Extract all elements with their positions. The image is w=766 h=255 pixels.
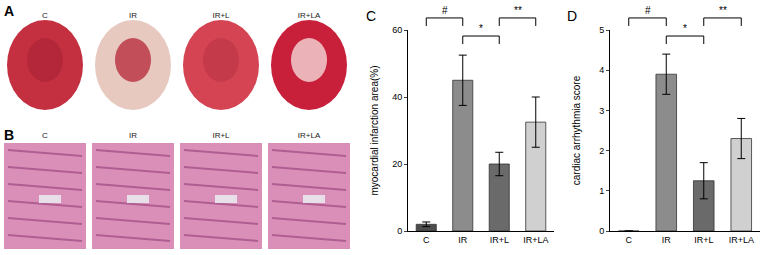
svg-text:IR: IR <box>129 11 137 20</box>
svg-text:*: * <box>683 23 687 34</box>
svg-text:IR+L: IR+L <box>212 11 230 20</box>
svg-text:*: * <box>479 23 483 34</box>
svg-text:IR: IR <box>662 235 672 245</box>
svg-text:3: 3 <box>599 106 604 116</box>
svg-text:B: B <box>4 127 14 143</box>
svg-text:2: 2 <box>599 146 604 156</box>
svg-text:IR+LA: IR+LA <box>729 235 754 245</box>
svg-text:IR+LA: IR+LA <box>298 131 321 140</box>
svg-text:C: C <box>42 131 48 140</box>
svg-text:cardiac arrhythmia score: cardiac arrhythmia score <box>571 75 582 185</box>
svg-text:C: C <box>423 235 430 245</box>
svg-text:**: ** <box>719 5 727 16</box>
svg-text:IR+L: IR+L <box>212 131 230 140</box>
svg-text:4: 4 <box>599 65 604 75</box>
svg-text:40: 40 <box>392 92 402 102</box>
svg-text:#: # <box>645 5 651 16</box>
svg-text:IR+LA: IR+LA <box>523 235 548 245</box>
svg-text:myocardial infarction area(%): myocardial infarction area(%) <box>369 65 380 195</box>
svg-text:A: A <box>4 3 14 19</box>
svg-text:IR: IR <box>129 131 137 140</box>
svg-text:C: C <box>42 11 48 20</box>
svg-text:0: 0 <box>397 226 402 236</box>
svg-text:**: ** <box>514 5 522 16</box>
svg-text:D: D <box>567 8 577 24</box>
svg-text:20: 20 <box>392 159 402 169</box>
svg-text:5: 5 <box>599 25 604 35</box>
svg-text:IR: IR <box>458 235 468 245</box>
svg-text:60: 60 <box>392 25 402 35</box>
svg-text:C: C <box>366 8 376 24</box>
svg-text:IR+LA: IR+LA <box>298 11 321 20</box>
svg-text:IR+L: IR+L <box>490 235 509 245</box>
svg-text:IR+L: IR+L <box>694 235 713 245</box>
svg-text:1: 1 <box>599 186 604 196</box>
svg-text:#: # <box>442 5 448 16</box>
svg-text:C: C <box>626 235 633 245</box>
svg-text:0: 0 <box>599 226 604 236</box>
